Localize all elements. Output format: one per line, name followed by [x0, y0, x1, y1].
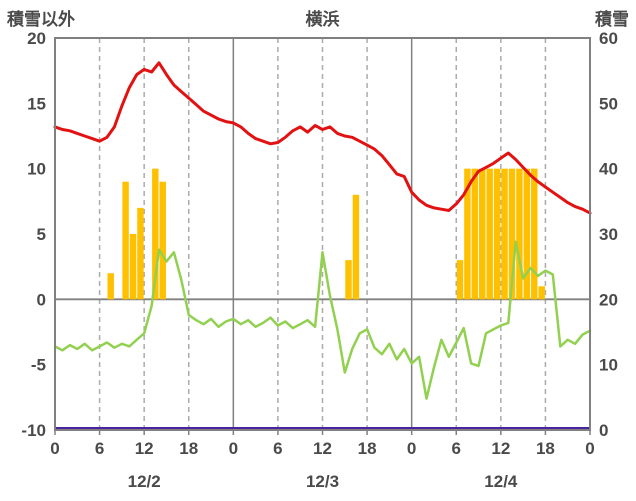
- precip-bar: [464, 168, 471, 300]
- precip-bar: [345, 260, 352, 300]
- precip-bar: [107, 273, 114, 300]
- hour-label: 12: [313, 439, 332, 458]
- hour-label: 12: [491, 439, 510, 458]
- hour-label: 6: [452, 439, 461, 458]
- precip-bar: [516, 168, 523, 300]
- precip-bar: [152, 168, 159, 300]
- precip-bar: [159, 181, 166, 300]
- x-axis-ticks: [54, 430, 591, 435]
- date-label: 12/2: [128, 472, 161, 491]
- right-axis-title: 積雪: [595, 10, 629, 29]
- hour-label: 0: [50, 439, 59, 458]
- precipitation-bars: [107, 168, 545, 300]
- hour-label: 6: [273, 439, 282, 458]
- right-axis-labels: 60 50 40 30 20 10 0: [599, 29, 618, 440]
- chart-title: 横浜: [305, 10, 340, 29]
- precip-bar: [471, 168, 479, 300]
- left-tick-label: -10: [21, 421, 46, 440]
- right-tick-label: 20: [599, 290, 618, 309]
- hour-label: 18: [179, 439, 198, 458]
- date-label: 12/4: [484, 472, 518, 491]
- precip-bar: [137, 207, 144, 300]
- precip-bar: [493, 168, 501, 300]
- right-tick-label: 50: [599, 94, 618, 113]
- left-axis-title: 積雪以外: [7, 10, 75, 29]
- precip-bar: [531, 168, 538, 300]
- hour-label: 12: [135, 439, 154, 458]
- red-line: [53, 61, 592, 215]
- precip-bar: [486, 168, 493, 300]
- left-tick-label: 0: [37, 290, 46, 309]
- precip-bar: [129, 234, 137, 300]
- precip-bar: [479, 168, 486, 300]
- hour-label: 6: [95, 439, 104, 458]
- precip-bar: [508, 168, 516, 300]
- hour-label: 18: [358, 439, 377, 458]
- date-labels: 12/2 12/3 12/4: [128, 472, 518, 491]
- gridlines: [55, 38, 590, 430]
- hour-label: 0: [585, 439, 594, 458]
- green-line: [53, 240, 592, 400]
- hour-label: 18: [536, 439, 555, 458]
- left-tick-label: 15: [27, 94, 46, 113]
- precip-bar: [501, 168, 508, 300]
- left-tick-label: 20: [27, 29, 46, 48]
- left-axis-labels: 20 15 10 5 0 -5 -10: [21, 29, 46, 440]
- precip-bar: [352, 194, 360, 300]
- precip-bar: [523, 168, 531, 300]
- right-tick-label: 30: [599, 225, 618, 244]
- date-label: 12/3: [306, 472, 339, 491]
- left-tick-label: 10: [27, 160, 46, 179]
- hour-label: 0: [229, 439, 238, 458]
- right-tick-label: 40: [599, 160, 618, 179]
- left-tick-label: -5: [31, 356, 46, 375]
- right-tick-label: 10: [599, 356, 618, 375]
- precip-bar: [122, 181, 129, 300]
- precip-bar: [538, 286, 545, 300]
- precip-bar: [456, 260, 464, 300]
- x-axis-labels: 0 6 12 18 0 6 12 18 0 6 12 18 0: [50, 439, 594, 458]
- hour-label: 0: [407, 439, 416, 458]
- left-tick-label: 5: [37, 225, 46, 244]
- right-tick-label: 60: [599, 29, 618, 48]
- right-tick-label: 0: [599, 421, 608, 440]
